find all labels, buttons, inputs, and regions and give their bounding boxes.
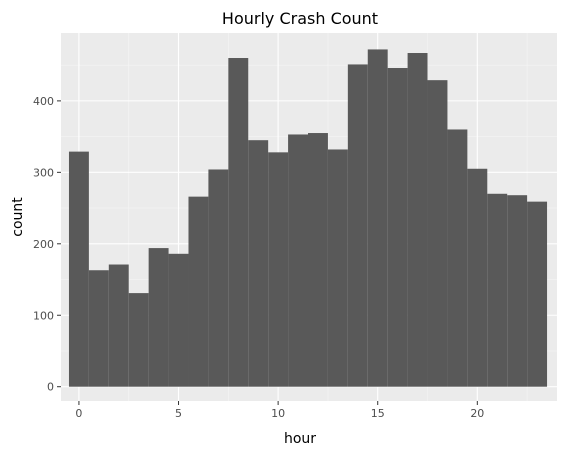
bar-hour-1 xyxy=(88,270,109,387)
bar-hour-7 xyxy=(208,169,229,387)
bar-hour-5 xyxy=(168,253,189,387)
bar-hour-3 xyxy=(128,293,149,387)
bar-hour-18 xyxy=(427,80,448,387)
bar-hour-11 xyxy=(288,134,309,387)
bar-hour-20 xyxy=(467,168,488,387)
x-tick-label: 20 xyxy=(470,407,484,420)
bar-hour-9 xyxy=(248,140,269,387)
x-tick-label: 15 xyxy=(371,407,385,420)
bar-hour-22 xyxy=(507,195,528,387)
bar-hour-8 xyxy=(228,58,249,387)
bar-hour-6 xyxy=(188,196,209,387)
bar-hour-0 xyxy=(68,151,89,387)
x-tick-label: 10 xyxy=(271,407,285,420)
bar-hour-15 xyxy=(367,49,388,387)
bar-hour-19 xyxy=(447,129,468,387)
bar-hour-16 xyxy=(387,68,408,387)
bar-hour-12 xyxy=(308,133,328,387)
bar-hour-10 xyxy=(268,152,289,387)
chart-title: Hourly Crash Count xyxy=(222,9,378,28)
y-tick-label: 200 xyxy=(33,238,54,251)
bar-hour-13 xyxy=(327,149,348,387)
bar-hour-23 xyxy=(527,201,548,387)
x-tick-label: 5 xyxy=(175,407,182,420)
y-tick-label: 100 xyxy=(33,309,54,322)
y-axis-title: count xyxy=(10,197,26,237)
y-tick-label: 0 xyxy=(47,381,54,394)
bar-hour-4 xyxy=(148,248,169,387)
y-tick-label: 300 xyxy=(33,166,54,179)
x-tick-label: 0 xyxy=(75,407,82,420)
bar-hour-14 xyxy=(347,64,368,387)
bar-hour-21 xyxy=(487,193,508,387)
x-axis-title: hour xyxy=(284,431,316,447)
bar-hour-17 xyxy=(407,53,428,387)
bars xyxy=(68,49,548,387)
bar-hour-2 xyxy=(108,264,129,387)
y-tick-label: 400 xyxy=(33,95,54,108)
